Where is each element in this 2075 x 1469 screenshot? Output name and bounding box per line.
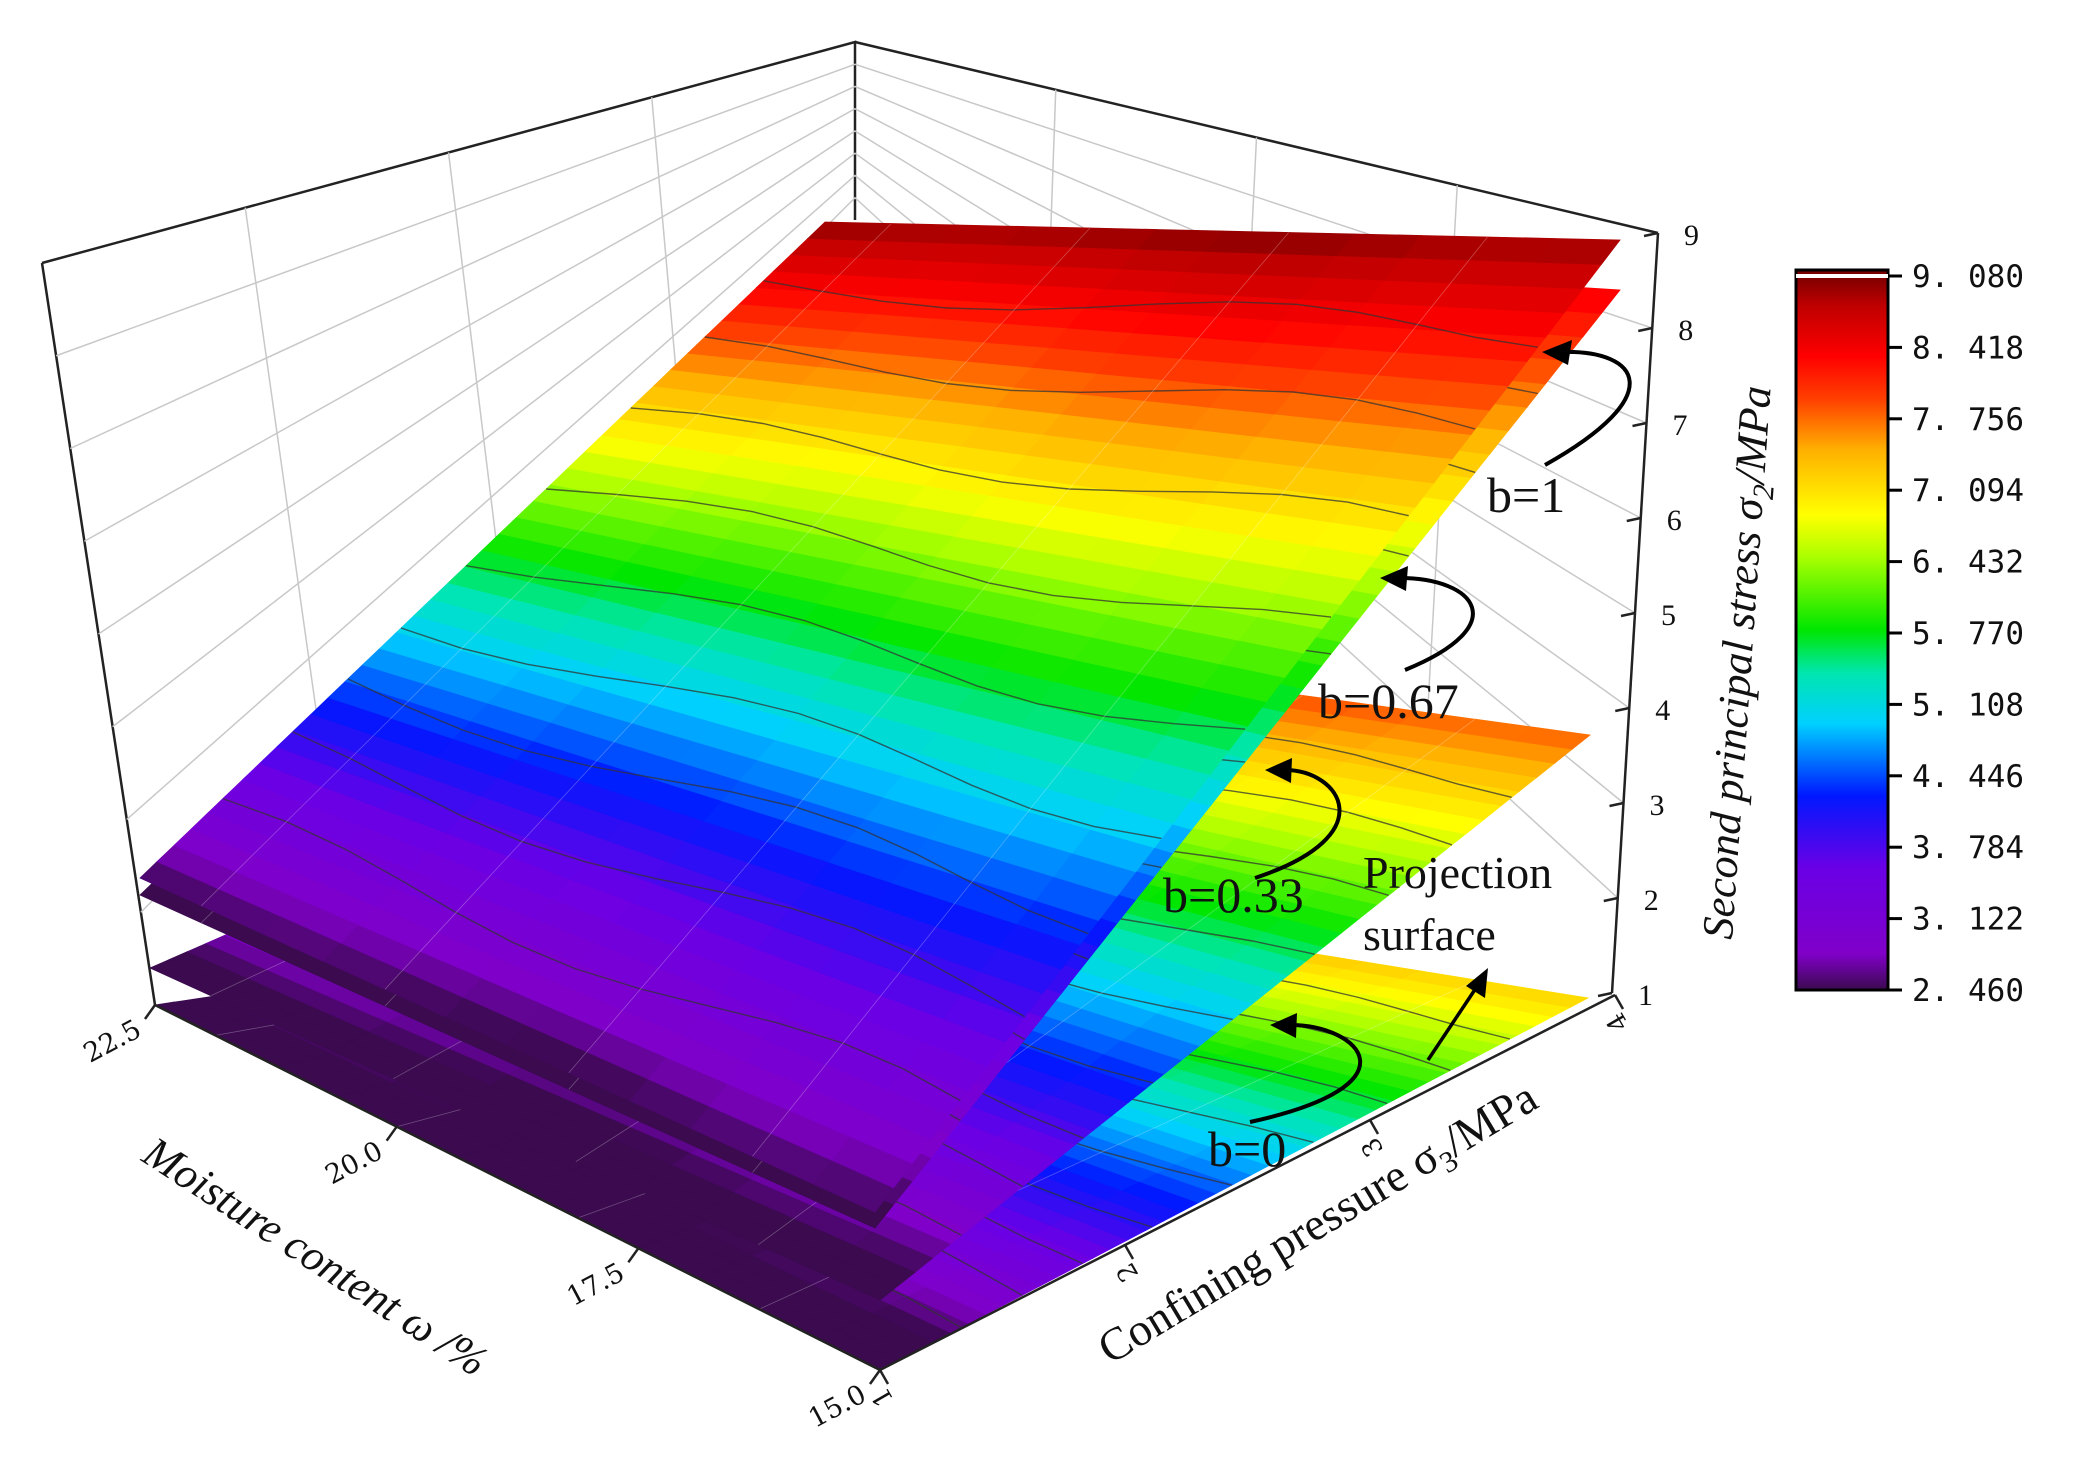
arrow-b033 — [1254, 768, 1342, 880]
z-tick-label: 4 — [1655, 694, 1670, 727]
x-tick-label: 17.5 — [562, 1257, 630, 1313]
z-axis-ticks: 1 2 3 4 5 6 7 8 9 — [1597, 219, 1699, 1012]
contour-line — [347, 678, 1089, 935]
z-tick-mark — [1643, 231, 1659, 238]
z-tick-label: 2 — [1644, 884, 1659, 917]
z-tick-mark — [1597, 991, 1613, 998]
y-tick-mark — [1368, 1119, 1380, 1135]
x-tick-label: 22.5 — [79, 1014, 147, 1070]
x-tick-mark — [868, 1369, 882, 1385]
surface-cell — [1534, 238, 1621, 265]
contour-line — [546, 488, 1332, 618]
annotation-projection-line1: Projection — [1363, 847, 1552, 898]
mesh-line — [384, 227, 1091, 990]
x-tick-mark — [143, 1004, 157, 1020]
colorbar-tick-label: 7. 756 — [1912, 402, 2024, 438]
arrow-b067 — [1399, 576, 1475, 672]
colorbar-tick-label: 9. 080 — [1912, 259, 2024, 295]
x-tick-label: 20.0 — [320, 1135, 388, 1191]
z-tick-mark — [1632, 421, 1647, 428]
contour-line — [222, 797, 961, 1102]
mesh-line — [752, 236, 1488, 1157]
z-tick-label: 5 — [1661, 599, 1676, 632]
z-tick-label: 3 — [1650, 789, 1665, 822]
z-tick-label: 1 — [1638, 979, 1653, 1012]
arrowhead-projection — [1466, 968, 1488, 998]
arrowhead-b067 — [1380, 566, 1408, 591]
colorbar-tick-label: 7. 094 — [1912, 473, 2024, 509]
z-tick-label: 6 — [1667, 504, 1682, 537]
arrow-projection — [1426, 984, 1480, 1061]
arrow-b1 — [1544, 349, 1632, 467]
z-tick-mark — [1614, 706, 1630, 713]
surfaces-group — [139, 221, 1621, 1371]
arrow-b0 — [1249, 1023, 1363, 1124]
annotation-b033: b=0.33 — [1163, 867, 1304, 923]
y-tick-label: 2 — [1111, 1257, 1145, 1286]
x-tick-label: 15.0 — [804, 1379, 872, 1435]
y-tick-mark — [878, 1369, 890, 1385]
arrowhead-b033 — [1265, 758, 1292, 783]
colorbar-tick-label: 6. 432 — [1912, 545, 2024, 581]
colorbar-tick-label: 5. 770 — [1912, 616, 2024, 652]
z-tick-mark — [1609, 801, 1624, 808]
colorbar-tick-label: 2. 460 — [1912, 973, 2024, 1009]
z-tick-label: 9 — [1684, 219, 1699, 252]
y-tick-mark — [1613, 994, 1625, 1010]
colorbar-ticks: 9. 080 8. 418 7. 756 7. 094 6. 432 5. 770 5. 1… — [1888, 259, 2024, 1009]
colorbar-tick-label: 5. 108 — [1912, 687, 2024, 723]
surface-cell — [1513, 988, 1590, 1008]
z-tick-mark — [1626, 516, 1642, 523]
z-axis-label: Second principal stress σ2/MPa — [1693, 384, 1788, 941]
y-tick-mark — [1123, 1244, 1135, 1260]
contour-line — [704, 336, 1476, 430]
z-tick-label: 8 — [1678, 314, 1693, 347]
annotation-b1: b=1 — [1487, 467, 1565, 523]
annotation-b0: b=0 — [1208, 1121, 1286, 1177]
y-tick-label: 1 — [866, 1382, 900, 1411]
z-tick-mark — [1603, 896, 1619, 903]
x-tick-mark — [627, 1247, 640, 1264]
mesh-line — [201, 223, 892, 907]
colorbar-tick-label: 8. 418 — [1912, 330, 2024, 366]
z-tick-label: 7 — [1673, 409, 1688, 442]
colorbar-tick-label: 4. 446 — [1912, 759, 2024, 795]
x-axis-label: Moisture content ω /% — [134, 1127, 497, 1386]
x-axis-line — [154, 1003, 881, 1372]
surface-cell — [1513, 726, 1591, 750]
contour-line — [400, 627, 1162, 840]
arrowhead-b0 — [1270, 1013, 1297, 1038]
arrowhead-b1 — [1542, 340, 1572, 365]
contour-line — [630, 407, 1409, 517]
colorbar-tick-label: 3. 784 — [1912, 830, 2024, 866]
z-tick-mark — [1637, 326, 1653, 333]
annotation-projection-line2: surface — [1363, 909, 1496, 960]
colorbar-frame — [1794, 268, 1890, 992]
x-tick-mark — [385, 1125, 398, 1142]
colorbar-tick-label: 3. 122 — [1912, 902, 2024, 938]
annotation-b067: b=0.67 — [1318, 673, 1459, 729]
y-axis-line — [879, 993, 1616, 1372]
contour-line — [292, 731, 1026, 1018]
surface-b=1 — [139, 221, 1621, 1213]
z-tick-mark — [1620, 611, 1636, 618]
contour-line — [763, 280, 1538, 348]
colorbar: 9. 080 8. 418 7. 756 7. 094 6. 432 5. 770 5. 1… — [1794, 259, 2024, 1009]
colorbar-gradient — [1796, 270, 1888, 990]
contour-line — [465, 565, 1246, 730]
annotations-group: b=1 b=0.67 b=0.33 b=0 Projection surface — [1163, 340, 1632, 1177]
mesh-line — [568, 232, 1290, 1074]
y-tick-label: 4 — [1601, 1007, 1635, 1036]
